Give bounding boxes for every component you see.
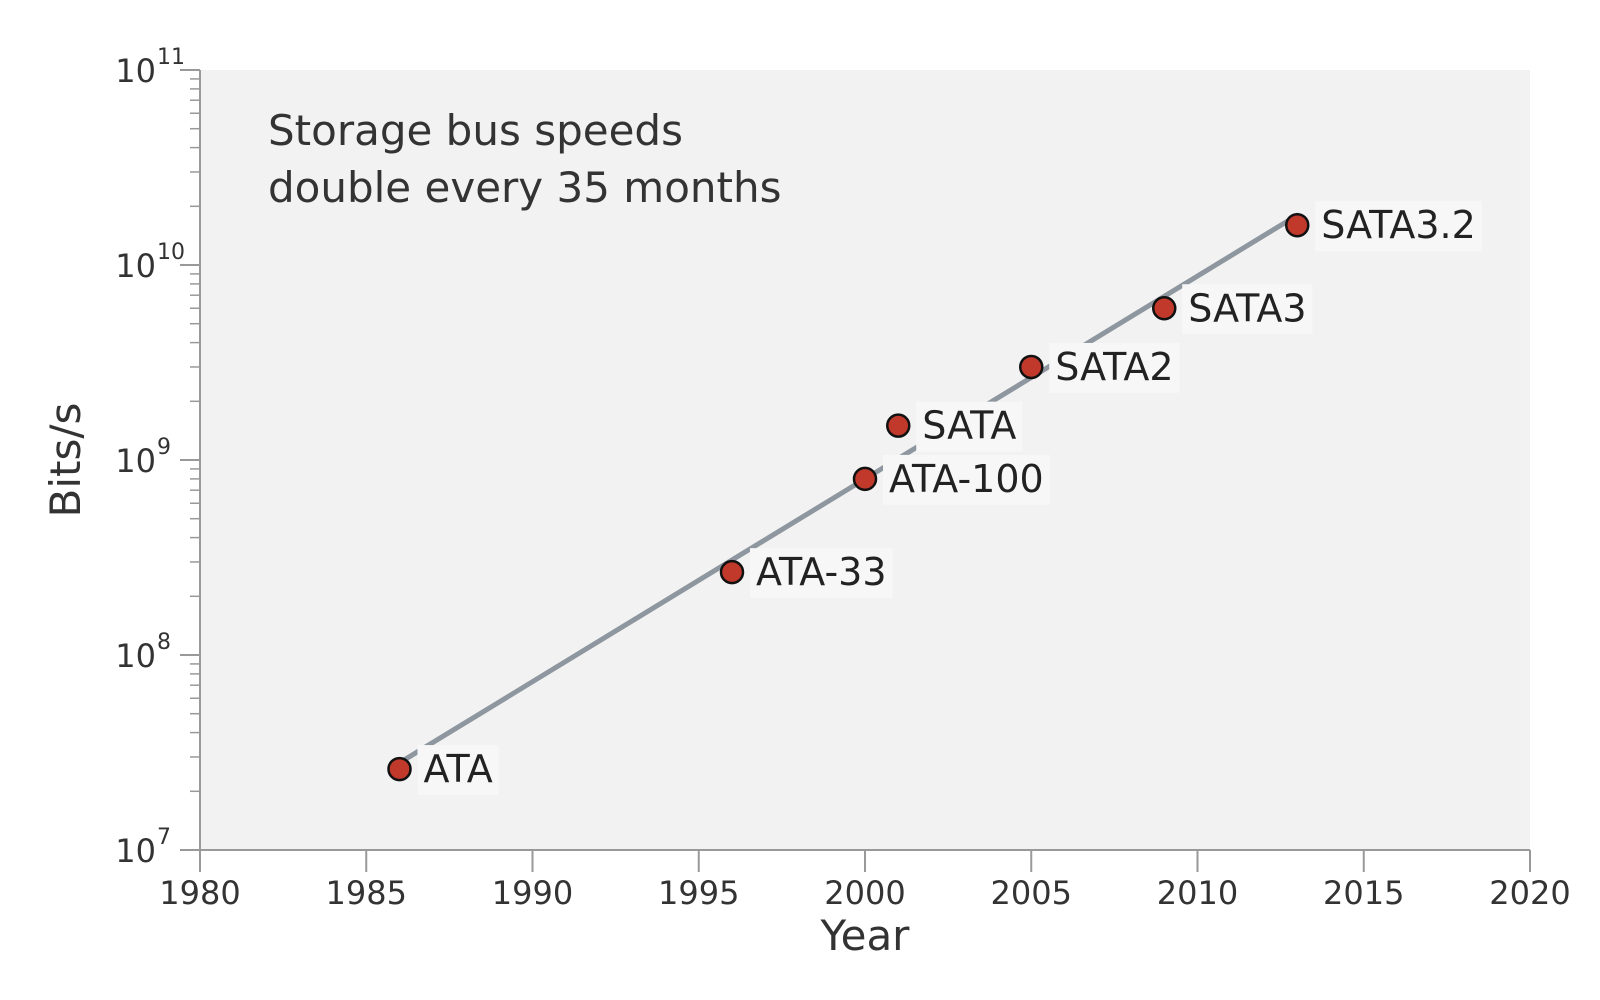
y-tick-exponent: 7 bbox=[157, 825, 171, 850]
data-point-group: ATA bbox=[387, 745, 499, 796]
data-point bbox=[387, 756, 412, 782]
y-tick-label: 10 bbox=[115, 637, 156, 675]
point-label-bg bbox=[417, 745, 499, 796]
x-tick-label: 2010 bbox=[1157, 874, 1238, 912]
data-point bbox=[1019, 354, 1044, 380]
x-tick-label: 1985 bbox=[326, 874, 407, 912]
data-point-group: ATA-33 bbox=[719, 548, 893, 599]
trend-layer bbox=[397, 212, 1300, 766]
data-point-group: SATA bbox=[886, 401, 1023, 452]
x-axis-title: Year bbox=[820, 911, 911, 960]
y-tick-exponent: 11 bbox=[157, 45, 185, 70]
data-point bbox=[1152, 296, 1177, 321]
y-tick-label: 10 bbox=[115, 247, 156, 285]
data-point bbox=[886, 413, 911, 438]
point-label: ATA-100 bbox=[889, 457, 1044, 501]
x-tick-label: 2000 bbox=[824, 874, 905, 912]
point-label-bg bbox=[750, 548, 893, 599]
x-tick-label: 1980 bbox=[159, 874, 240, 912]
data-point-group: SATA3.2 bbox=[1285, 201, 1482, 252]
y-tick-exponent: 8 bbox=[157, 630, 171, 655]
point-label-bg bbox=[883, 454, 1050, 505]
data-point-group: ATA-100 bbox=[852, 454, 1050, 505]
data-point bbox=[719, 559, 745, 585]
y-tick-label: 10 bbox=[115, 442, 156, 480]
x-tick-label: 2015 bbox=[1323, 874, 1404, 912]
y-axis-title: Bits/s bbox=[41, 403, 90, 518]
data-point bbox=[852, 466, 878, 492]
points-layer: ATA ATA-33 ATA-100 SATA SATA2 SATA3 SATA3.2 bbox=[387, 201, 1482, 796]
point-label: SATA3 bbox=[1188, 286, 1306, 330]
y-tick-exponent: 10 bbox=[157, 240, 185, 265]
data-point-group: SATA2 bbox=[1019, 342, 1180, 393]
point-label: ATA bbox=[424, 747, 493, 791]
point-label: ATA-33 bbox=[756, 550, 887, 594]
annotation-line-2: double every 35 months bbox=[268, 163, 782, 212]
y-tick-exponent: 9 bbox=[157, 435, 171, 460]
y-tick-label: 10 bbox=[115, 52, 156, 90]
point-label: SATA2 bbox=[1055, 345, 1173, 389]
point-label: SATA3.2 bbox=[1321, 203, 1476, 247]
data-point-group: SATA3 bbox=[1152, 284, 1313, 335]
y-tick-label: 10 bbox=[115, 832, 156, 870]
trend-line bbox=[397, 212, 1300, 766]
annotation-line-1: Storage bus speeds bbox=[268, 106, 683, 155]
x-tick-label: 2020 bbox=[1489, 874, 1570, 912]
plot-background bbox=[200, 70, 1530, 850]
point-label: SATA bbox=[922, 404, 1016, 448]
x-tick-label: 1990 bbox=[492, 874, 573, 912]
point-label-bg bbox=[1182, 284, 1313, 335]
point-label-bg bbox=[916, 401, 1023, 452]
point-label-bg bbox=[1049, 342, 1180, 393]
x-tick-label: 2005 bbox=[991, 874, 1072, 912]
x-tick-label: 1995 bbox=[658, 874, 739, 912]
data-point bbox=[1285, 212, 1310, 238]
point-label-bg bbox=[1315, 201, 1482, 252]
